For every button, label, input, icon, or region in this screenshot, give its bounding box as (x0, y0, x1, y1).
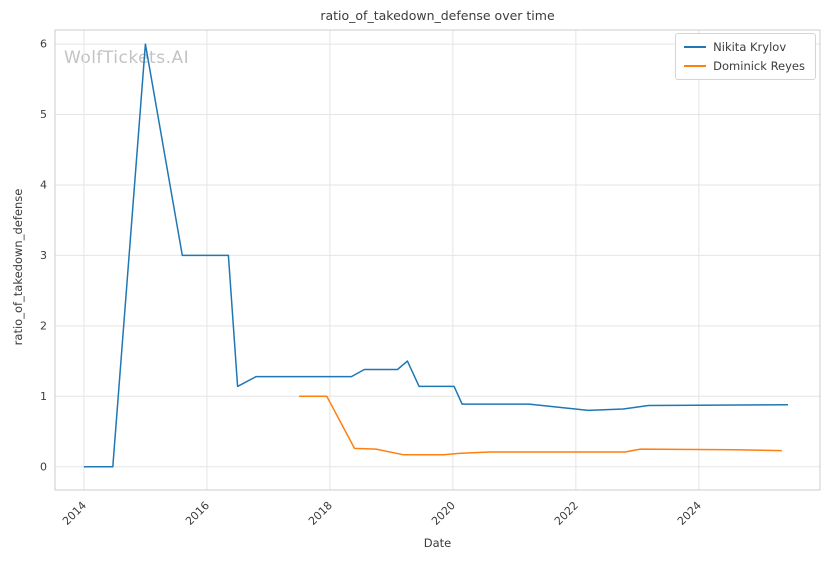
x-tick-label: 2020 (429, 499, 458, 528)
legend: Nikita Krylov Dominick Reyes (675, 33, 816, 80)
watermark: WolfTickets.AI (64, 48, 190, 68)
x-tick-label: 2024 (675, 499, 704, 528)
y-tick-label: 2 (40, 319, 47, 332)
chart-title: ratio_of_takedown_defense over time (320, 8, 555, 23)
x-axis-label: Date (423, 536, 452, 550)
y-axis-label: ratio_of_takedown_defense (11, 188, 25, 346)
legend-item-dominick-reyes[interactable]: Dominick Reyes (684, 59, 805, 73)
legend-line-swatch-orange (684, 65, 707, 67)
plot-border (54, 29, 821, 491)
x-tick-label: 2016 (183, 499, 212, 528)
series-line-nikita-krylov (83, 43, 789, 468)
series-line-dominick-reyes (299, 395, 782, 456)
legend-line-swatch-blue (684, 46, 707, 48)
x-tick-label: 2022 (552, 499, 581, 528)
legend-label: Dominick Reyes (713, 59, 805, 73)
y-tick-label: 5 (40, 108, 47, 121)
y-tick-label: 6 (40, 38, 47, 51)
legend-item-nikita-krylov[interactable]: Nikita Krylov (684, 40, 805, 54)
x-tick-label: 2018 (306, 499, 335, 528)
y-tick-label: 3 (40, 249, 47, 262)
y-tick-label: 4 (40, 178, 47, 191)
y-tick-label: 1 (40, 390, 47, 403)
x-tick-label: 2014 (60, 499, 89, 528)
legend-label: Nikita Krylov (713, 40, 787, 54)
y-tick-label: 0 (40, 460, 47, 473)
